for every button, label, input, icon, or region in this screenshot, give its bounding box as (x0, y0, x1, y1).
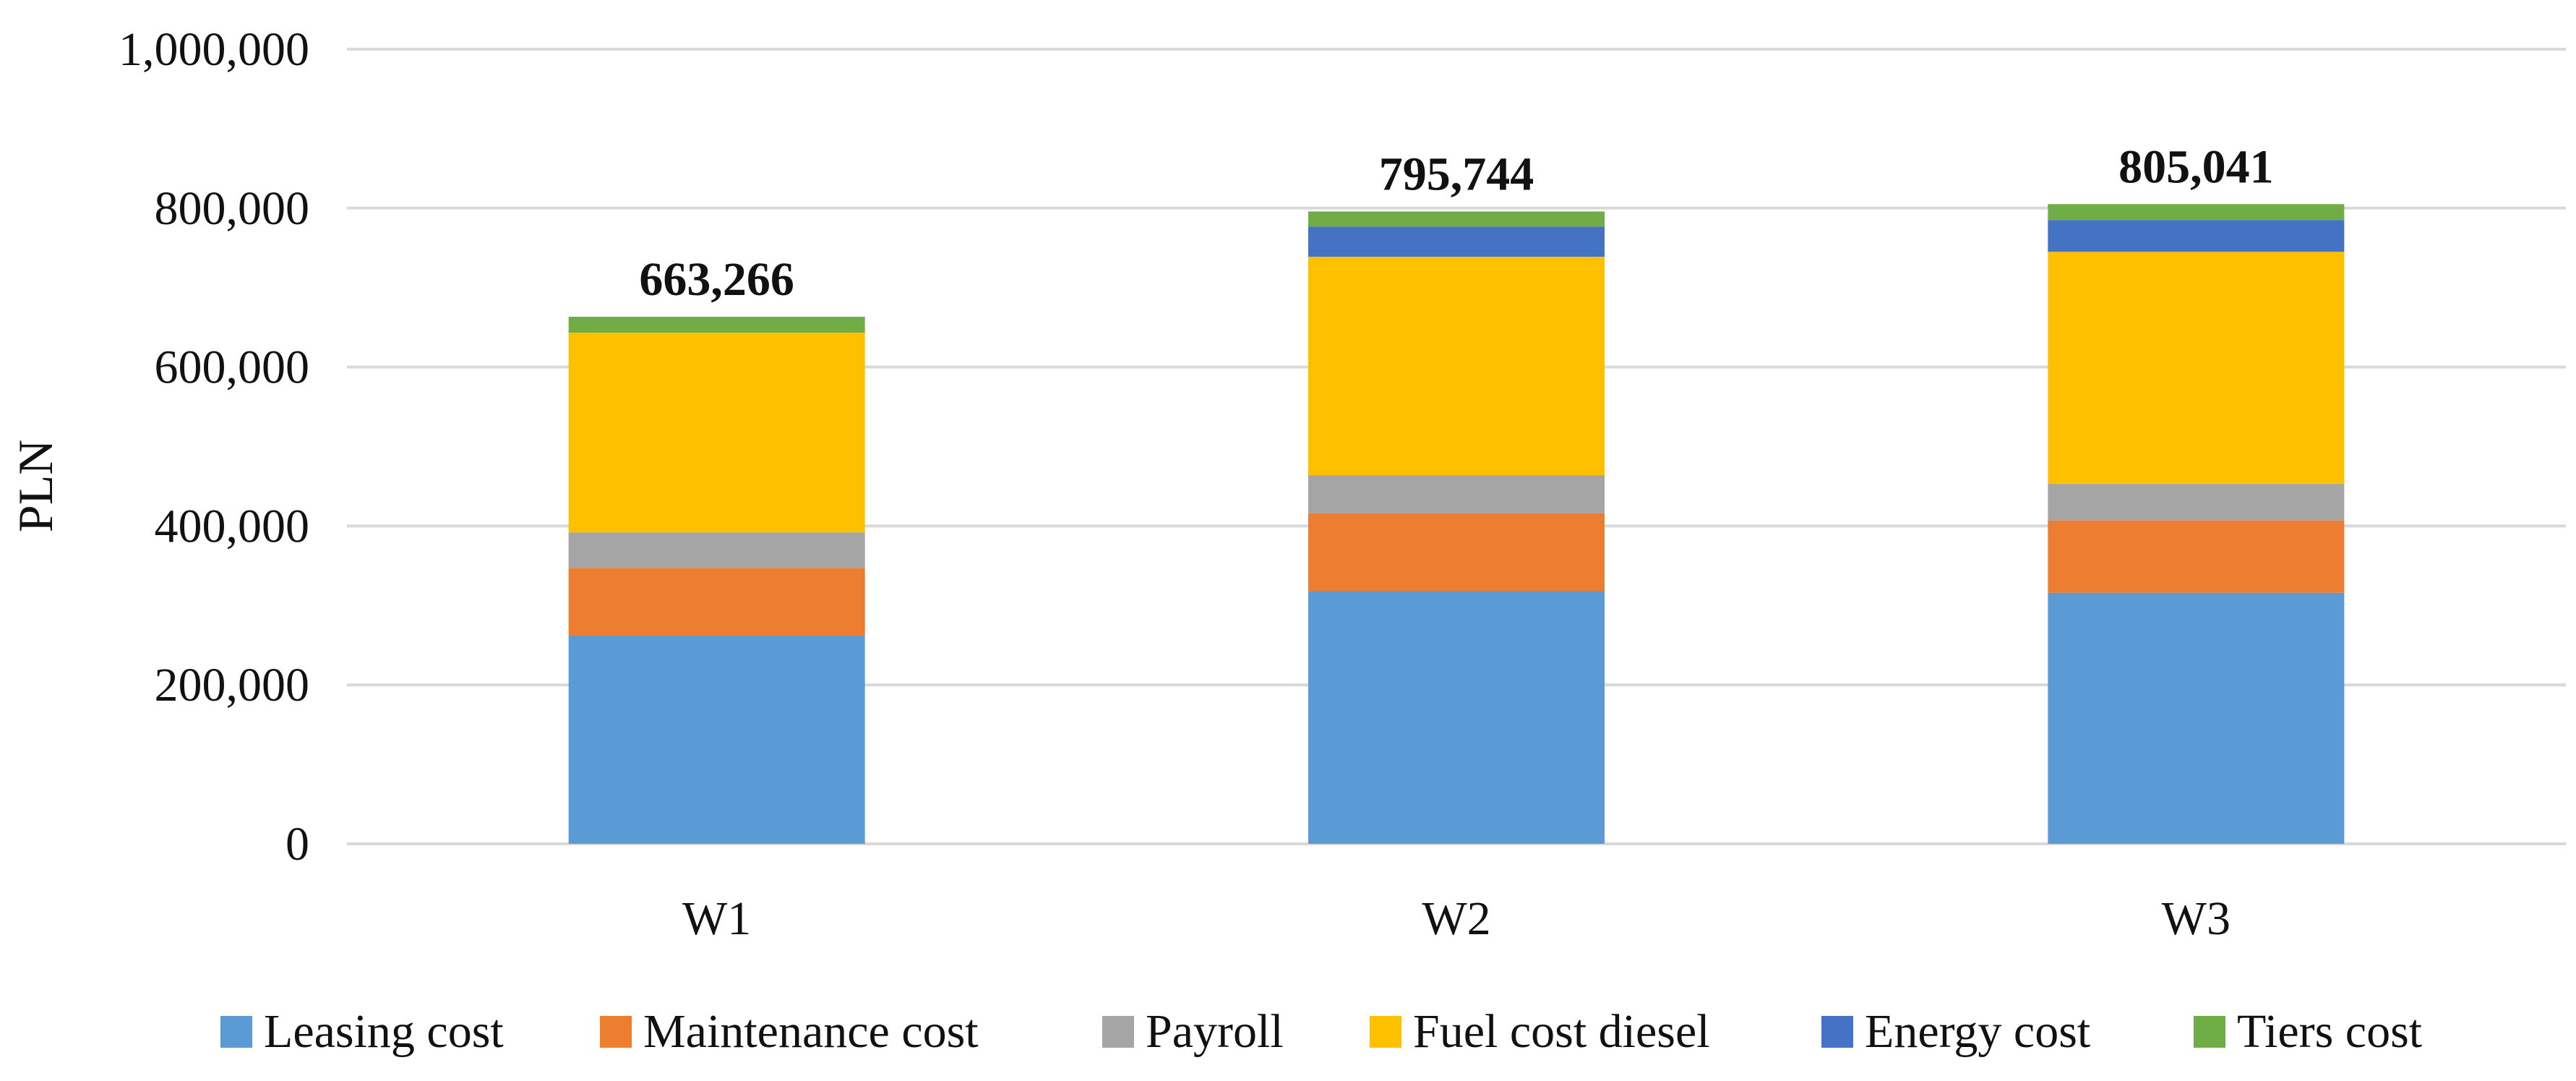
bar-segment-w3-payroll (2048, 484, 2345, 521)
bar-segment-w2-payroll (1308, 475, 1605, 513)
bar-segment-w1-leasing-cost (568, 636, 865, 844)
x-tick-label: W3 (2162, 892, 2231, 945)
legend-label: Leasing cost (264, 1005, 504, 1058)
y-tick-label: 400,000 (155, 500, 310, 552)
y-tick-label: 1,000,000 (119, 23, 309, 76)
legend-swatch-fuel-cost-diesel (1370, 1016, 1401, 1048)
y-axis-tick-labels: 0 200,000 400,000 600,000 800,000 1,000,000 (119, 23, 309, 871)
total-label-w3: 805,041 (2118, 140, 2274, 193)
bar-segment-w2-leasing-cost (1308, 591, 1605, 844)
y-tick-label: 600,000 (155, 341, 310, 394)
legend-swatch-leasing-cost (220, 1016, 252, 1048)
x-tick-label: W1 (682, 892, 751, 945)
legend-label: Payroll (1146, 1005, 1284, 1058)
bar-segment-w3-fuel-cost-diesel (2048, 252, 2345, 484)
legend-swatch-tiers-cost (2194, 1016, 2225, 1048)
x-tick-label: W2 (1422, 892, 1490, 945)
bar-segment-w3-energy-cost (2048, 220, 2345, 252)
bar-segment-w3-tiers-cost (2048, 204, 2345, 221)
legend-swatch-energy-cost (1821, 1016, 1853, 1048)
bar-segment-w3-maintenance-cost (2048, 520, 2345, 593)
bar-segment-w3-leasing-cost (2048, 592, 2345, 844)
legend-label: Fuel cost diesel (1413, 1005, 1710, 1058)
bar-segment-w1-maintenance-cost (568, 568, 865, 636)
y-tick-label: 200,000 (155, 659, 310, 712)
bar-segment-w1-tiers-cost (568, 317, 865, 333)
bar-segment-w2-maintenance-cost (1308, 513, 1605, 591)
total-labels: 663,266 795,744 805,041 (639, 140, 2273, 306)
legend: Leasing cost Maintenance cost Payroll Fuel … (220, 1005, 2422, 1058)
y-axis-title: PLN (8, 440, 63, 532)
legend-label: Tiers cost (2237, 1005, 2422, 1058)
bar-segment-w2-tiers-cost (1308, 211, 1605, 227)
y-tick-label: 800,000 (155, 182, 310, 235)
legend-swatch-maintenance-cost (600, 1016, 632, 1048)
y-tick-label: 0 (285, 818, 309, 871)
total-label-w1: 663,266 (639, 253, 794, 306)
bar-segment-w1-fuel-cost-diesel (568, 333, 865, 533)
legend-swatch-payroll (1102, 1016, 1134, 1048)
bar-segment-w2-energy-cost (1308, 226, 1605, 257)
legend-label: Maintenance cost (643, 1005, 979, 1058)
legend-label: Energy cost (1865, 1005, 2090, 1058)
bars (568, 204, 2345, 844)
total-label-w2: 795,744 (1379, 148, 1534, 200)
bar-segment-w2-fuel-cost-diesel (1308, 257, 1605, 476)
x-axis-tick-labels: W1 W2 W3 (682, 892, 2231, 945)
bar-segment-w1-payroll (568, 532, 865, 568)
